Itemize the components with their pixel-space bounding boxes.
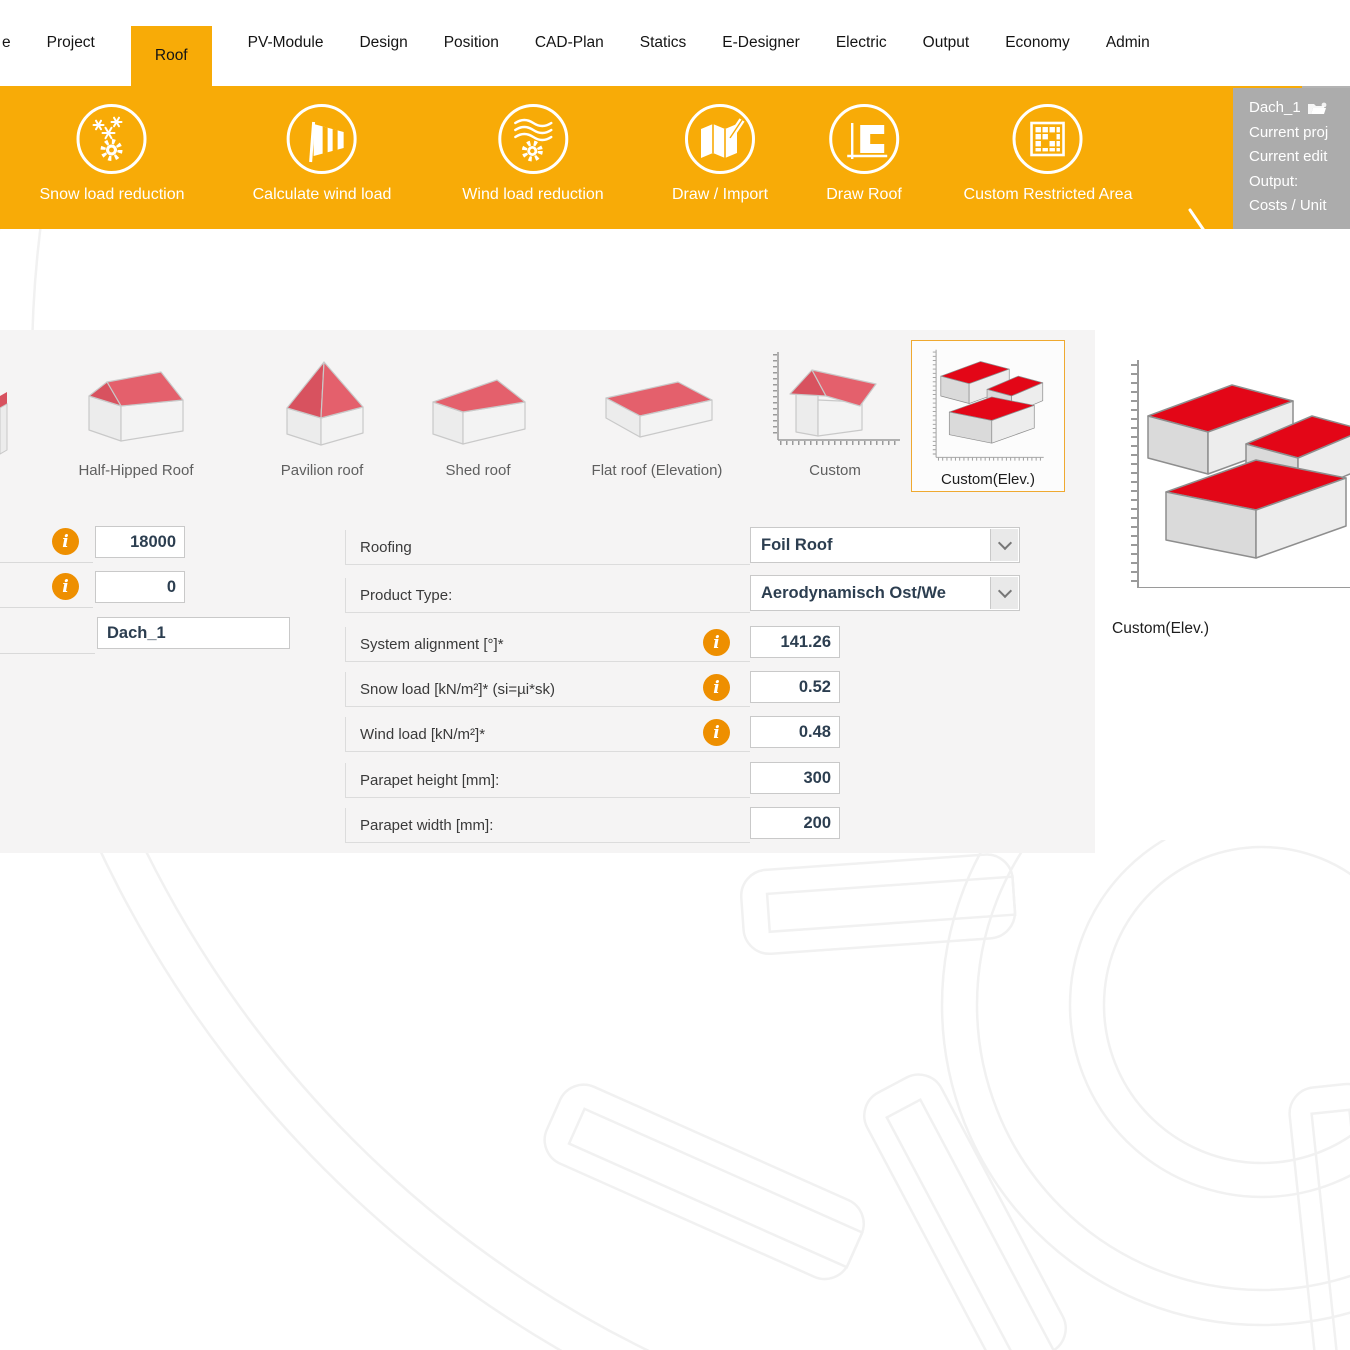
field-label: Parapet height [mm]: [360, 771, 500, 789]
roof-type-label: Half-Hipped Roof [78, 462, 194, 479]
toolbar-action-label: Draw Roof [826, 186, 902, 203]
field-label: Product Type: [360, 586, 453, 604]
info-icon[interactable]: i [703, 629, 730, 656]
roof-type-tile-clipped [0, 392, 8, 455]
snow-load-input[interactable]: 0.52 [750, 671, 840, 703]
map-pencil-icon [684, 104, 755, 174]
roof-type-shed[interactable]: Shed roof [403, 344, 553, 479]
menu-item-design[interactable]: Design [359, 34, 408, 51]
snow-load-reduction-button[interactable]: Snow load reduction [39, 104, 185, 204]
snowflakes-gear-icon [76, 104, 147, 174]
project-panel-line: Output: [1249, 172, 1299, 190]
open-folder-icon [1307, 102, 1327, 114]
roof-type-label: Shed roof [445, 462, 511, 479]
calculate-wind-load-button[interactable]: Calculate wind load [252, 104, 392, 204]
custom-elev-roof-preview [1128, 350, 1350, 588]
roof-type-flat-elevation[interactable]: Flat roof (Elevation) [582, 344, 732, 479]
parapet-height-input[interactable]: 300 [750, 762, 840, 794]
menu-item-electric[interactable]: Electric [835, 34, 887, 51]
row-divider [0, 607, 93, 608]
menu-item-project[interactable]: Project [46, 34, 95, 51]
chevron-down-icon[interactable] [990, 529, 1018, 561]
toolbar-action-label: Calculate wind load [252, 186, 392, 203]
draw-import-button[interactable]: Draw / Import [672, 104, 768, 204]
form-row-wind-load: Wind load [kN/m²]* i 0.48 [345, 714, 1020, 752]
field-label: Snow load [kN/m²]* (si=µi*sk) [360, 680, 555, 698]
project-panel-line: Current edit [1249, 148, 1328, 165]
roof-type-custom-elev[interactable]: Custom(Elev.) [911, 340, 1065, 492]
project-panel-line: Current proj [1249, 123, 1329, 141]
chevron-down-icon[interactable] [990, 577, 1018, 609]
info-icon[interactable]: i [703, 719, 730, 746]
menu-item-statics[interactable]: Statics [639, 34, 687, 51]
form-row-roofing: Roofing Foil Roof [345, 527, 1020, 565]
draw-roof-button[interactable]: Draw Roof [826, 104, 902, 204]
project-info-panel: Dach_1 Current proj Current edit Output:… [1233, 88, 1350, 229]
menu-item-position[interactable]: Position [443, 34, 499, 51]
roof-type-pavilion[interactable]: Pavilion roof [247, 344, 397, 479]
field-label: Roofing [360, 538, 412, 556]
row-divider [0, 653, 95, 654]
roof-type-label: Flat roof (Elevation) [591, 462, 723, 479]
menu-item-file-partial[interactable]: e [2, 34, 11, 51]
parapet-width-input[interactable]: 200 [750, 807, 840, 839]
toolbar-action-label: Snow load reduction [39, 186, 185, 203]
toolbar-action-label: Wind load reduction [462, 186, 604, 203]
roof-type-half-hipped[interactable]: Half-Hipped Roof [61, 344, 211, 479]
side-field-1[interactable]: 18000 [95, 526, 185, 558]
roof-preview-panel: Custom(Elev.) [1095, 338, 1350, 840]
roof-type-label: Pavilion roof [280, 462, 364, 479]
system-alignment-input[interactable]: 141.26 [750, 626, 840, 658]
form-row-parapet-height: Parapet height [mm]: 300 [345, 760, 1020, 798]
wind-load-reduction-button[interactable]: Wind load reduction [462, 104, 604, 204]
toolbar-action-label: Draw / Import [671, 186, 769, 203]
menubar-endcap [1302, 86, 1350, 88]
selected-value: Foil Roof [761, 535, 833, 554]
menu-item-admin[interactable]: Admin [1105, 34, 1150, 51]
row-divider [0, 562, 93, 563]
roof-settings-panel: Half-Hipped Roof Pavilion roof Shed roof… [0, 330, 1095, 853]
form-row-parapet-width: Parapet width [mm]: 200 [345, 805, 1020, 843]
form-row-system-alignment: System alignment [°]* i 141.26 [345, 624, 1020, 662]
field-label: Wind load [kN/m²]* [360, 725, 486, 743]
side-field-2[interactable]: 0 [95, 571, 185, 603]
form-row-snow-load: Snow load [kN/m²]* (si=µi*sk) i 0.52 [345, 669, 1020, 707]
info-icon[interactable]: i [52, 528, 79, 555]
field-label: Parapet width [mm]: [360, 816, 494, 834]
field-label: System alignment [°]* [360, 635, 504, 653]
project-panel-title: Dach_1 [1249, 99, 1301, 116]
roof-name-field[interactable]: Dach_1 [97, 617, 290, 649]
main-menubar: e Project Roof PV-Module Design Position… [0, 0, 1350, 88]
menu-item-e-designer[interactable]: E-Designer [722, 34, 800, 51]
roof-outline-axes-icon [828, 104, 899, 174]
roofing-select[interactable]: Foil Roof [750, 527, 1020, 563]
toolbar-action-label: Custom Restricted Area [963, 186, 1133, 203]
wind-load-input[interactable]: 0.48 [750, 716, 840, 748]
menu-item-pv-module[interactable]: PV-Module [247, 34, 324, 51]
custom-restricted-area-button[interactable]: Custom Restricted Area [963, 104, 1133, 204]
roof-toolbar: Snow load reduction Calculate wind load [0, 88, 1350, 288]
form-row-product-type: Product Type: Aerodynamisch Ost/We [345, 575, 1020, 613]
menu-item-roof[interactable]: Roof [130, 26, 212, 86]
project-panel-line: Costs / Unit [1249, 197, 1327, 214]
info-icon[interactable]: i [703, 674, 730, 701]
selected-value: Aerodynamisch Ost/We [761, 583, 946, 602]
preview-caption: Custom(Elev.) [1112, 620, 1210, 637]
windsock-icon [287, 104, 357, 174]
menu-item-output[interactable]: Output [922, 34, 970, 51]
wind-waves-gear-icon [497, 104, 568, 174]
roof-type-label: Custom [809, 462, 861, 479]
roof-type-custom[interactable]: Custom [760, 344, 910, 479]
roof-type-label: Custom(Elev.) [941, 471, 1035, 488]
menu-item-economy[interactable]: Economy [1005, 34, 1070, 51]
grid-area-icon [1012, 104, 1083, 174]
product-type-select[interactable]: Aerodynamisch Ost/We [750, 575, 1020, 611]
chevron-right-icon[interactable] [1186, 206, 1222, 290]
menu-item-cad-plan[interactable]: CAD-Plan [534, 34, 604, 51]
info-icon[interactable]: i [52, 573, 79, 600]
